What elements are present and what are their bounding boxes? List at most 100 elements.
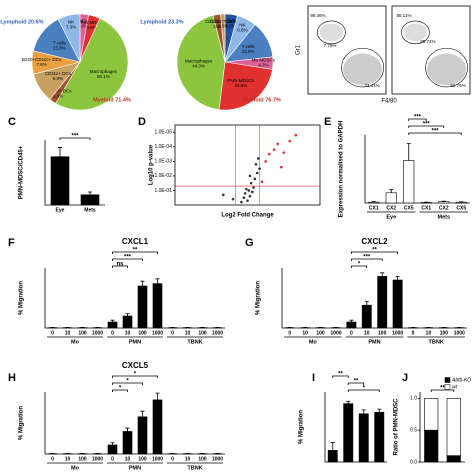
slice-label: NK (68, 19, 74, 24)
x-tick-label: 10 (65, 456, 71, 462)
error-bar (88, 191, 92, 195)
x-tick-label: 1000 (92, 330, 103, 336)
point (248, 174, 252, 178)
gate-label: 88.74% (420, 39, 435, 44)
sig-bracket (408, 132, 462, 135)
x-tick-label: 100 (378, 330, 387, 336)
axis (364, 135, 470, 204)
sig-label: *** (431, 129, 439, 135)
panel-letter: C (8, 116, 16, 128)
bar (122, 315, 133, 329)
slice-value: 7.6% (36, 62, 46, 67)
error-bar (371, 201, 376, 203)
error-bar (349, 319, 354, 322)
gate (401, 20, 430, 45)
y-axis-label: Gr1 (296, 44, 302, 55)
error-bar (361, 409, 366, 414)
x-tick-label: CX5 (404, 205, 414, 211)
sig-bracket (112, 382, 143, 385)
x-axis-label: Log2 Fold Change (221, 213, 274, 219)
sig-label: *** (363, 255, 371, 261)
x-tick-label: 100 (440, 330, 449, 336)
panel-letter: I (312, 372, 315, 384)
point (264, 160, 267, 163)
x-tick-label: 10 (65, 330, 71, 336)
y-tick-label: 1.0E-02 (154, 173, 172, 179)
bar-segment (424, 398, 439, 431)
bar (346, 321, 357, 329)
y-tick-label: 0.0 (410, 459, 417, 465)
bar (420, 202, 432, 204)
legend-label: wt (452, 384, 458, 390)
sig-label: *** (423, 122, 431, 128)
slice-label: NK (239, 22, 245, 27)
error-bar (125, 427, 130, 432)
x-tick-label: 100 (138, 330, 147, 336)
y-tick-label: 1.0E-03 (154, 159, 172, 165)
point (257, 157, 260, 160)
legend-swatch (444, 384, 451, 390)
y-axis-label: Expression normalised to GAPDH (339, 121, 345, 218)
group-label: PMN (129, 465, 141, 471)
error-bar (125, 313, 130, 316)
x-tick-label: 0 (51, 330, 54, 336)
x-tick-label: 100 (198, 330, 207, 336)
cell-cloud (427, 53, 467, 86)
sig-label: ** (354, 379, 359, 385)
bar-segment (446, 455, 461, 463)
point (252, 186, 255, 189)
slice-label: CD103+ DCs (205, 19, 232, 24)
x-tick-label: 0 (288, 330, 291, 336)
group-label: TBNK (187, 465, 202, 471)
sig-label: *** (124, 255, 132, 261)
error-bar (140, 410, 145, 417)
bar (137, 285, 148, 329)
x-tick-label: CX1 (421, 205, 431, 211)
error-bar (346, 400, 351, 404)
group-label: Eye (386, 214, 396, 220)
plot-frame (174, 124, 321, 206)
cell-cloud (343, 53, 383, 86)
group-label: TBNK (187, 339, 202, 345)
sig-bracket (112, 265, 128, 268)
sig-bracket (112, 251, 158, 254)
sig-bracket (350, 265, 368, 268)
y-axis-label: Log10 p-value (149, 144, 155, 185)
slice-value: 7.3% (66, 24, 76, 29)
plot-frame (307, 5, 387, 95)
sig-bracket (332, 375, 349, 378)
x-tick-label: 1000 (330, 330, 341, 336)
axis (44, 392, 225, 455)
bar (152, 399, 163, 455)
y-tick-label: 1.0E-05 (154, 130, 172, 136)
slice-value: 2.3% (53, 93, 63, 98)
panel-letter: J (402, 372, 408, 384)
x-tick-label: 100 (138, 456, 147, 462)
error-bar (155, 278, 160, 284)
slice-value: 24.5% (234, 83, 247, 88)
point (248, 194, 252, 198)
point (260, 180, 264, 184)
sig-bracket (112, 258, 143, 261)
group-label: TBNK (429, 339, 444, 345)
x-tick-label: CX2 (386, 205, 396, 211)
bar (403, 160, 415, 204)
gate-label: 7.79% (324, 43, 337, 48)
x-tick-label: 10 (185, 456, 191, 462)
x-tick-label: 1000 (454, 330, 465, 336)
group-annotation: Lymphoid 20.6% (0, 19, 43, 25)
bar (374, 411, 385, 463)
chart-title: CXCL5 (122, 361, 149, 370)
x-tick-label: 10 (364, 330, 370, 336)
point (240, 200, 243, 204)
bar-segment (424, 429, 439, 463)
point (246, 199, 249, 202)
sig-bracket (408, 118, 427, 121)
point (288, 139, 292, 143)
x-tick-label: 0 (171, 456, 174, 462)
slice-label: CD11c+ DCs (210, 18, 237, 23)
x-tick-label: Eye (56, 207, 65, 213)
point (282, 151, 286, 154)
x-tick-label: 10 (302, 330, 308, 336)
